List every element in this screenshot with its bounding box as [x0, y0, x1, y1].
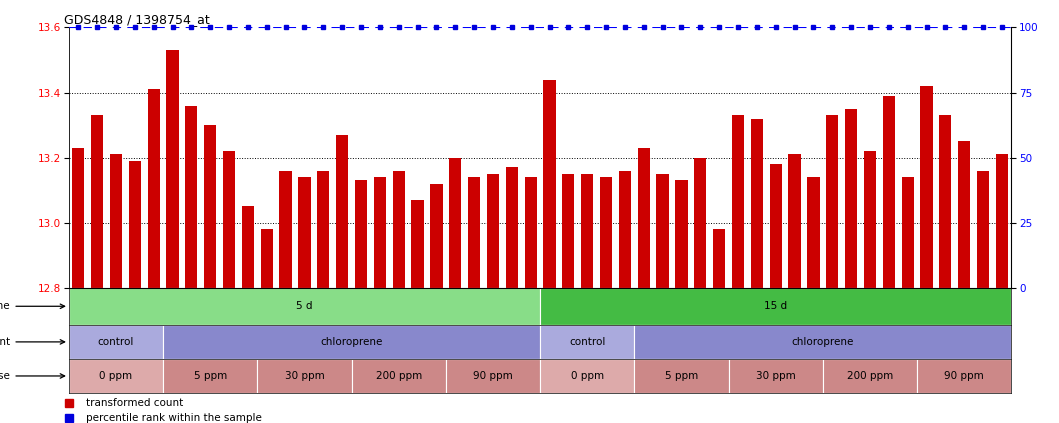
- Bar: [540, 359, 634, 393]
- Bar: [72, 148, 85, 288]
- Text: GDS4848 / 1398754_at: GDS4848 / 1398754_at: [65, 14, 210, 26]
- Bar: [713, 229, 725, 288]
- Bar: [69, 359, 163, 393]
- Bar: [634, 325, 1011, 359]
- Bar: [901, 177, 914, 288]
- Bar: [977, 170, 989, 288]
- Bar: [917, 359, 1011, 393]
- Text: 90 ppm: 90 ppm: [945, 371, 984, 381]
- Bar: [995, 154, 1008, 288]
- Bar: [807, 177, 820, 288]
- Bar: [299, 177, 310, 288]
- Bar: [751, 118, 762, 288]
- Bar: [147, 89, 160, 288]
- Bar: [241, 206, 254, 288]
- Bar: [695, 158, 706, 288]
- Text: percentile rank within the sample: percentile rank within the sample: [86, 413, 262, 423]
- Bar: [223, 151, 235, 288]
- Bar: [883, 96, 895, 288]
- Bar: [336, 135, 348, 288]
- Bar: [185, 106, 197, 288]
- Bar: [657, 174, 668, 288]
- Bar: [69, 288, 540, 325]
- Bar: [540, 288, 1011, 325]
- Bar: [163, 359, 257, 393]
- Bar: [676, 180, 687, 288]
- Bar: [729, 359, 823, 393]
- Text: time: time: [0, 301, 65, 311]
- Bar: [618, 170, 631, 288]
- Bar: [540, 325, 634, 359]
- Bar: [261, 229, 273, 288]
- Bar: [129, 161, 141, 288]
- Text: 5 ppm: 5 ppm: [665, 371, 698, 381]
- Bar: [845, 109, 857, 288]
- Text: 90 ppm: 90 ppm: [473, 371, 513, 381]
- Bar: [449, 158, 462, 288]
- Bar: [487, 174, 499, 288]
- Bar: [823, 359, 917, 393]
- Text: 5 d: 5 d: [297, 301, 312, 311]
- Bar: [280, 170, 291, 288]
- Bar: [412, 200, 424, 288]
- Bar: [543, 80, 556, 288]
- Bar: [355, 180, 367, 288]
- Bar: [430, 184, 443, 288]
- Bar: [634, 359, 729, 393]
- Bar: [562, 174, 574, 288]
- Bar: [257, 359, 352, 393]
- Bar: [524, 177, 537, 288]
- Text: 30 ppm: 30 ppm: [285, 371, 324, 381]
- Bar: [939, 115, 951, 288]
- Bar: [318, 170, 329, 288]
- Text: 30 ppm: 30 ppm: [756, 371, 795, 381]
- Bar: [958, 141, 970, 288]
- Bar: [166, 50, 179, 288]
- Bar: [91, 115, 103, 288]
- Text: control: control: [97, 337, 134, 347]
- Bar: [826, 115, 839, 288]
- Bar: [374, 177, 385, 288]
- Bar: [638, 148, 650, 288]
- Bar: [468, 177, 480, 288]
- Bar: [581, 174, 593, 288]
- Bar: [600, 177, 612, 288]
- Text: 200 ppm: 200 ppm: [376, 371, 421, 381]
- Bar: [446, 359, 540, 393]
- Text: chloroprene: chloroprene: [321, 337, 382, 347]
- Bar: [789, 154, 801, 288]
- Text: agent: agent: [0, 337, 65, 347]
- Bar: [393, 170, 405, 288]
- Bar: [732, 115, 744, 288]
- Bar: [204, 125, 216, 288]
- Text: 15 d: 15 d: [765, 301, 787, 311]
- Bar: [506, 168, 518, 288]
- Bar: [69, 325, 163, 359]
- Text: control: control: [569, 337, 606, 347]
- Text: transformed count: transformed count: [86, 398, 183, 408]
- Text: 5 ppm: 5 ppm: [194, 371, 227, 381]
- Text: 200 ppm: 200 ppm: [847, 371, 893, 381]
- Bar: [770, 164, 782, 288]
- Text: dose: dose: [0, 371, 65, 381]
- Bar: [864, 151, 876, 288]
- Bar: [920, 86, 933, 288]
- Bar: [352, 359, 446, 393]
- Bar: [110, 154, 122, 288]
- Text: 0 ppm: 0 ppm: [100, 371, 132, 381]
- Text: 0 ppm: 0 ppm: [571, 371, 604, 381]
- Bar: [163, 325, 540, 359]
- Text: chloroprene: chloroprene: [792, 337, 854, 347]
